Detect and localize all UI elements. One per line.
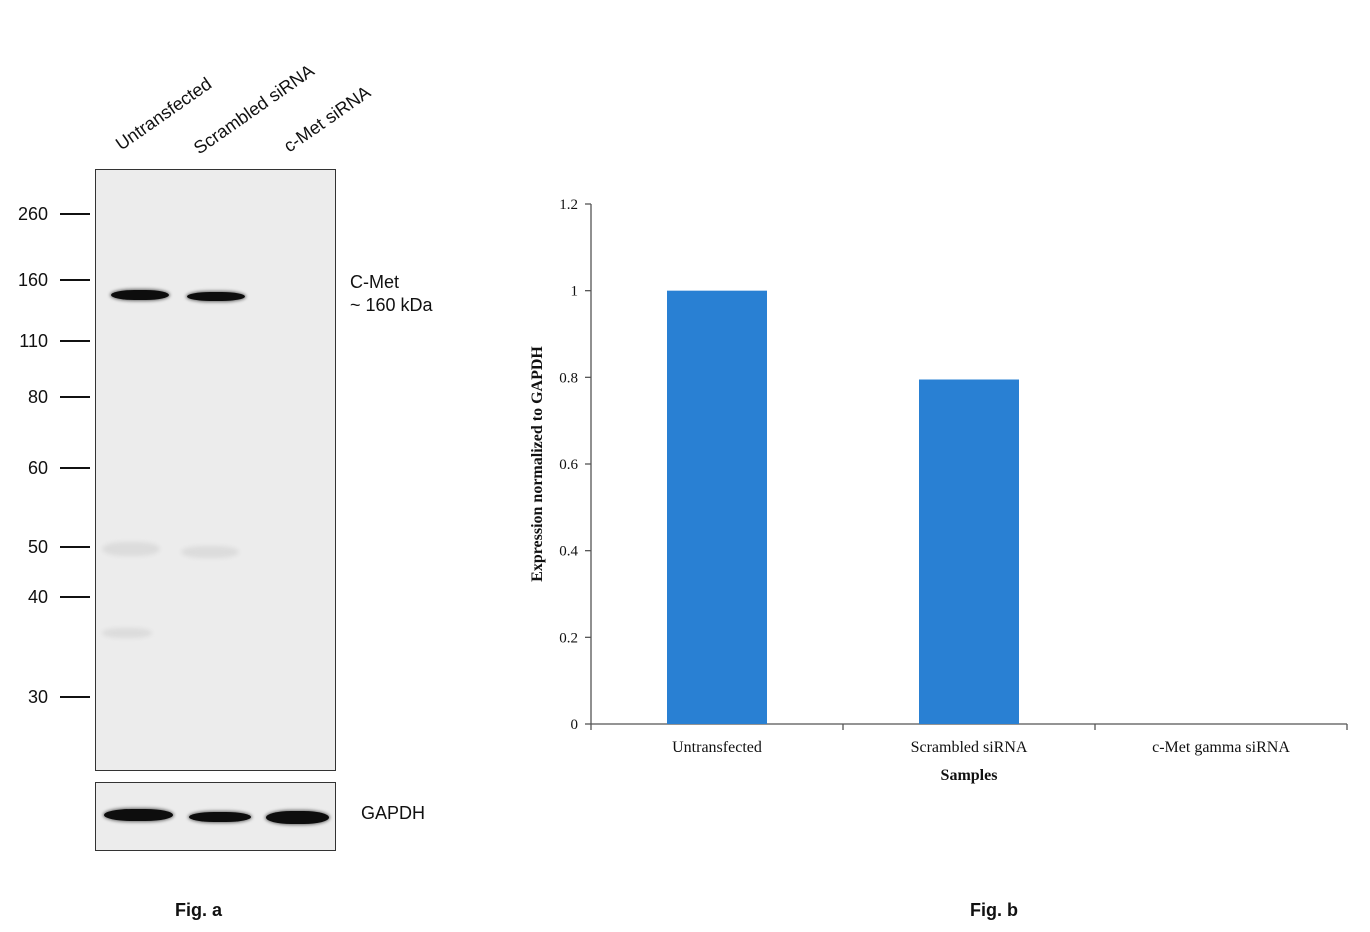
marker-label: 40 [27, 587, 48, 607]
marker-tick [60, 546, 90, 548]
y-tick-label: 0.8 [559, 370, 578, 386]
y-tick-label: 0.4 [559, 544, 578, 560]
western-blot-figure: Untransfected Scrambled siRNA c-Met siRN… [0, 0, 480, 932]
y-tick-label: 0.6 [559, 457, 578, 473]
cmet-band-scrambled-sirna [187, 292, 245, 301]
fig-b-caption: Fig. b [970, 900, 1018, 920]
target-size-label: ~ 160 kDa [350, 295, 433, 315]
bar [667, 290, 767, 724]
x-axis-title: Samples [941, 767, 998, 784]
y-tick-label: 1.2 [559, 197, 578, 213]
marker-tick [60, 396, 90, 398]
marker-160: 160 [0, 268, 95, 292]
gapdh-band-cmet-sirna [266, 811, 329, 824]
marker-label: 50 [27, 537, 48, 557]
marker-50: 50 [0, 535, 95, 559]
y-tick-label: 0 [571, 717, 579, 733]
faint-band [102, 542, 160, 556]
marker-110: 110 [0, 329, 95, 353]
y-axis-title: Expression normalized to GAPDH [529, 346, 546, 582]
expression-bar-chart: 0 0.2 0.4 0.6 0.8 1 1.2 Untransfected Scrambled… [529, 197, 1348, 784]
marker-label: 60 [27, 458, 48, 478]
marker-40: 40 [0, 585, 95, 609]
marker-tick [60, 340, 90, 342]
loading-control-label: GAPDH [361, 803, 426, 823]
gapdh-band-scrambled-sirna [189, 812, 251, 822]
marker-label: 80 [27, 387, 48, 407]
bars [667, 290, 1019, 724]
marker-80: 80 [0, 385, 95, 409]
cmet-band-untransfected [111, 290, 169, 300]
target-label: C-Met [350, 272, 399, 292]
y-axis: 0 0.2 0.4 0.6 0.8 1 1.2 [559, 197, 592, 733]
marker-label: 160 [17, 270, 48, 290]
marker-tick [60, 279, 90, 281]
marker-tick [60, 467, 90, 469]
faint-band [102, 628, 152, 638]
gapdh-blot-panel [95, 782, 336, 851]
y-tick-label: 1 [571, 284, 579, 300]
bar [919, 379, 1019, 724]
cmet-blot-panel [95, 169, 336, 771]
marker-tick [60, 213, 90, 215]
fig-a-caption: Fig. a [175, 900, 223, 920]
marker-label: 260 [17, 204, 48, 224]
marker-30: 30 [0, 685, 95, 709]
gapdh-band-untransfected [104, 809, 173, 821]
x-tick-label: Untransfected [672, 739, 762, 756]
marker-label: 30 [27, 687, 48, 707]
x-tick-label: Scrambled siRNA [911, 739, 1028, 756]
marker-tick [60, 596, 90, 598]
marker-tick [60, 696, 90, 698]
y-tick-label: 0.2 [559, 630, 578, 646]
marker-260: 260 [0, 202, 95, 226]
marker-60: 60 [0, 456, 95, 480]
marker-label: 110 [19, 331, 48, 351]
x-tick-label: c-Met gamma siRNA [1152, 739, 1290, 756]
x-axis: Untransfected Scrambled siRNA c-Met gamma … [590, 723, 1348, 756]
faint-band [181, 546, 239, 558]
